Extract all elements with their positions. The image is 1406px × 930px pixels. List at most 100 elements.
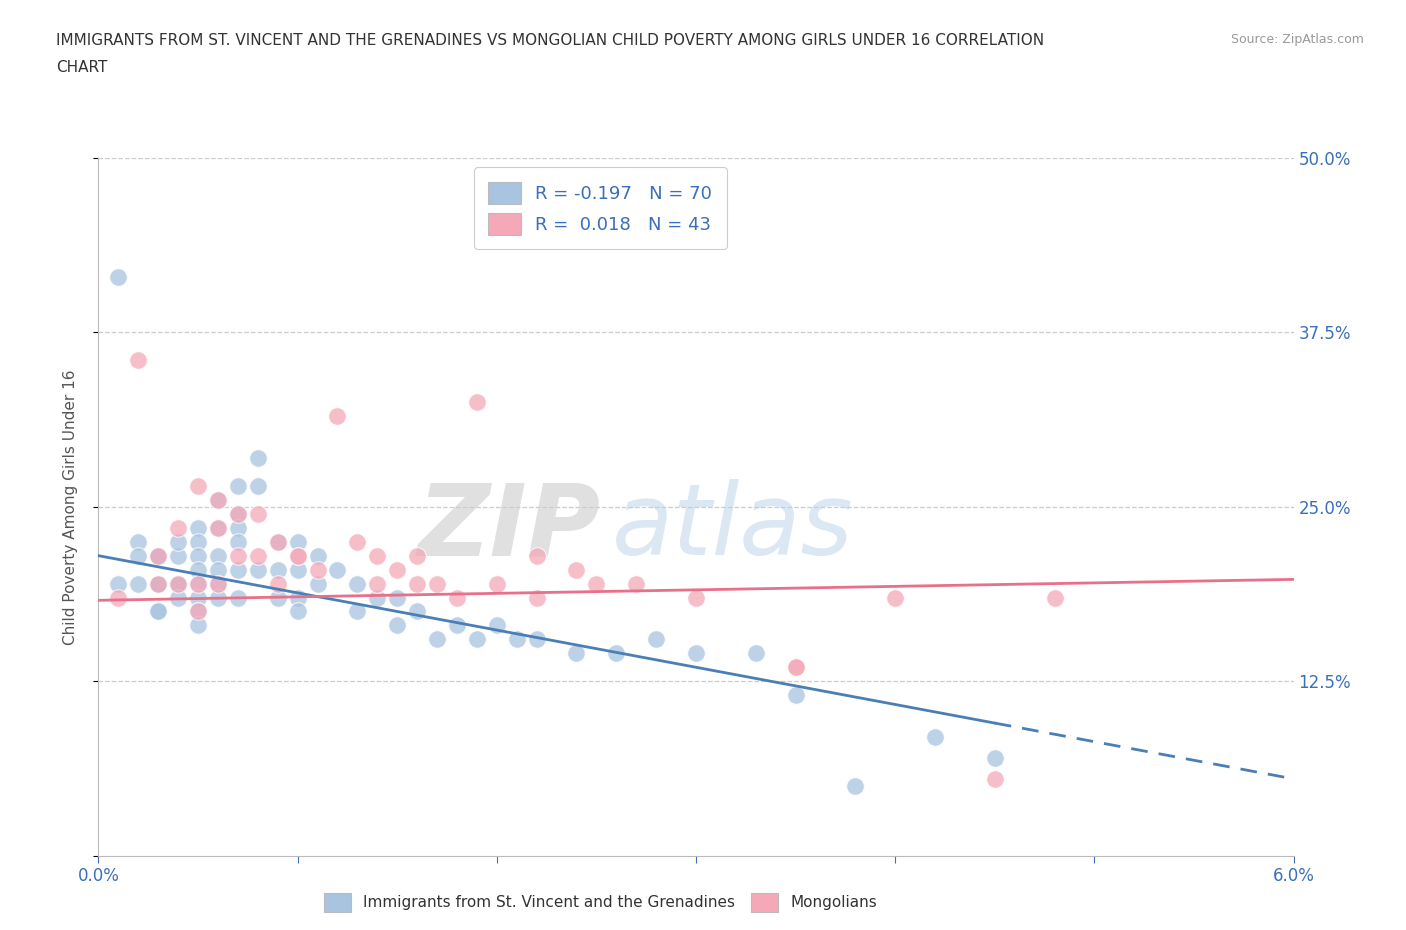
Point bbox=[127, 534, 149, 549]
Point bbox=[207, 577, 229, 591]
Point bbox=[167, 549, 190, 564]
Point bbox=[207, 493, 229, 508]
Point bbox=[287, 604, 309, 619]
Point bbox=[326, 409, 349, 424]
Point bbox=[246, 507, 269, 522]
Point bbox=[385, 562, 409, 577]
Point bbox=[207, 577, 229, 591]
Y-axis label: Child Poverty Among Girls Under 16: Child Poverty Among Girls Under 16 bbox=[63, 369, 77, 644]
Point bbox=[226, 507, 249, 522]
Point bbox=[187, 591, 209, 605]
Point bbox=[226, 521, 249, 536]
Point bbox=[287, 591, 309, 605]
Point bbox=[207, 493, 229, 508]
Point bbox=[406, 549, 429, 564]
Point bbox=[207, 521, 229, 536]
Point bbox=[366, 549, 388, 564]
Point bbox=[148, 577, 170, 591]
Point bbox=[485, 618, 508, 633]
Point bbox=[385, 591, 409, 605]
Point bbox=[984, 772, 1007, 787]
Point bbox=[187, 618, 209, 633]
Point bbox=[565, 646, 588, 661]
Point bbox=[406, 604, 429, 619]
Point bbox=[167, 577, 190, 591]
Point bbox=[207, 562, 229, 577]
Point bbox=[406, 577, 429, 591]
Point bbox=[1043, 591, 1066, 605]
Point bbox=[226, 562, 249, 577]
Text: ZIP: ZIP bbox=[418, 479, 600, 577]
Point bbox=[148, 604, 170, 619]
Point bbox=[446, 618, 468, 633]
Point bbox=[346, 577, 368, 591]
Point bbox=[565, 562, 588, 577]
Point bbox=[226, 507, 249, 522]
Point bbox=[645, 632, 668, 647]
Point bbox=[366, 591, 388, 605]
Point bbox=[148, 549, 170, 564]
Point bbox=[605, 646, 627, 661]
Point bbox=[526, 591, 548, 605]
Point bbox=[307, 577, 329, 591]
Point bbox=[187, 577, 209, 591]
Point bbox=[287, 549, 309, 564]
Point bbox=[167, 577, 190, 591]
Point bbox=[246, 451, 269, 466]
Point bbox=[785, 688, 807, 703]
Point bbox=[246, 549, 269, 564]
Text: atlas: atlas bbox=[613, 479, 853, 577]
Point bbox=[187, 479, 209, 494]
Point bbox=[785, 660, 807, 675]
Point bbox=[326, 562, 349, 577]
Point bbox=[107, 591, 129, 605]
Point bbox=[148, 577, 170, 591]
Point bbox=[984, 751, 1007, 765]
Point bbox=[685, 646, 707, 661]
Point bbox=[127, 549, 149, 564]
Point bbox=[187, 562, 209, 577]
Point bbox=[207, 521, 229, 536]
Point bbox=[287, 549, 309, 564]
Point bbox=[626, 577, 648, 591]
Point bbox=[246, 562, 269, 577]
Point bbox=[267, 534, 290, 549]
Point bbox=[446, 591, 468, 605]
Point bbox=[506, 632, 529, 647]
Point bbox=[267, 591, 290, 605]
Point bbox=[187, 549, 209, 564]
Point bbox=[187, 577, 209, 591]
Point bbox=[167, 521, 190, 536]
Point bbox=[107, 270, 129, 285]
Point bbox=[307, 549, 329, 564]
Point bbox=[745, 646, 768, 661]
Point bbox=[465, 632, 488, 647]
Point bbox=[127, 577, 149, 591]
Text: IMMIGRANTS FROM ST. VINCENT AND THE GRENADINES VS MONGOLIAN CHILD POVERTY AMONG : IMMIGRANTS FROM ST. VINCENT AND THE GREN… bbox=[56, 33, 1045, 47]
Point bbox=[246, 479, 269, 494]
Point bbox=[924, 729, 946, 744]
Point bbox=[346, 604, 368, 619]
Point bbox=[226, 479, 249, 494]
Text: Source: ZipAtlas.com: Source: ZipAtlas.com bbox=[1230, 33, 1364, 46]
Point bbox=[167, 577, 190, 591]
Point bbox=[526, 632, 548, 647]
Point bbox=[785, 660, 807, 675]
Legend: Immigrants from St. Vincent and the Grenadines, Mongolians: Immigrants from St. Vincent and the Gren… bbox=[318, 887, 883, 918]
Point bbox=[226, 549, 249, 564]
Point bbox=[267, 562, 290, 577]
Point bbox=[167, 534, 190, 549]
Point bbox=[167, 591, 190, 605]
Point bbox=[287, 562, 309, 577]
Point bbox=[884, 591, 907, 605]
Point bbox=[187, 534, 209, 549]
Point bbox=[366, 577, 388, 591]
Point bbox=[226, 534, 249, 549]
Point bbox=[287, 534, 309, 549]
Point bbox=[844, 778, 866, 793]
Point bbox=[465, 394, 488, 409]
Point bbox=[346, 534, 368, 549]
Point bbox=[685, 591, 707, 605]
Point bbox=[307, 562, 329, 577]
Point bbox=[426, 632, 449, 647]
